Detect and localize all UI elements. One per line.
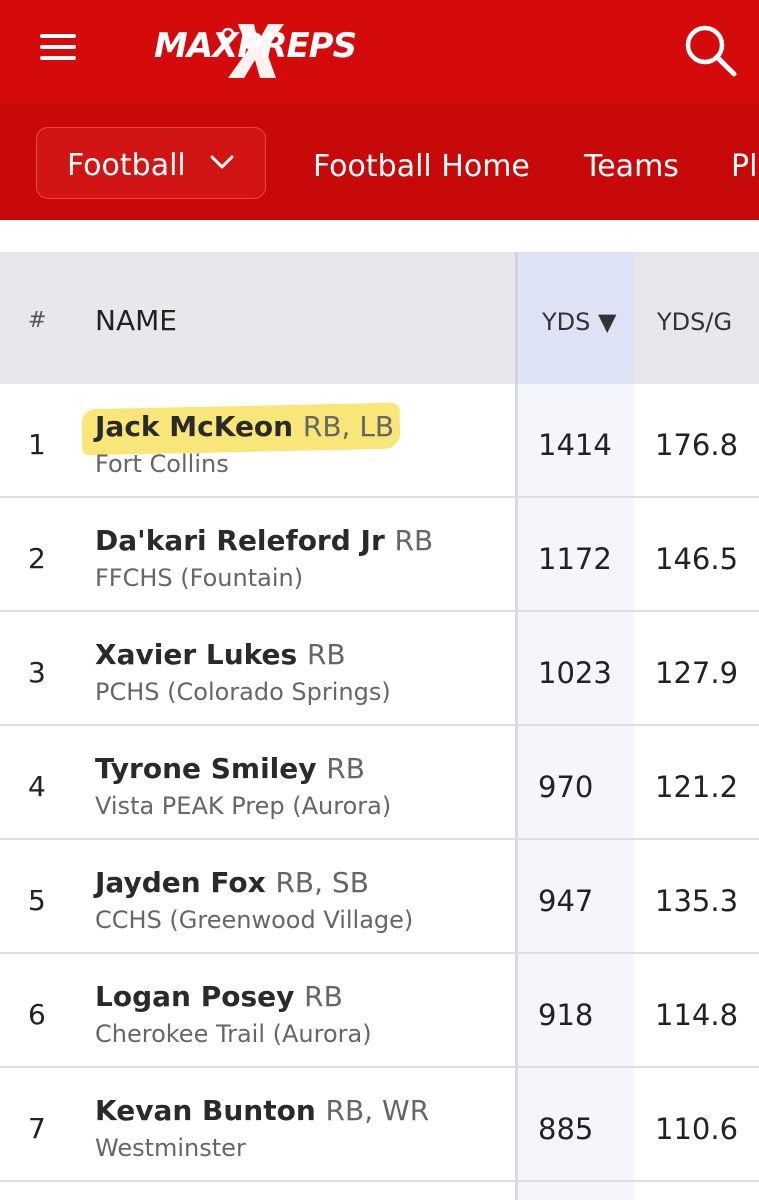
row-yds: 1414 xyxy=(538,428,612,462)
player-name-text: Kevan Bunton xyxy=(95,1094,316,1127)
row-rank: 6 xyxy=(28,998,46,1031)
player-position: RB, SB xyxy=(275,866,369,899)
table-row[interactable]: 3 Xavier Lukes RB PCHS (Colorado Springs… xyxy=(0,612,759,726)
player-name[interactable]: Jack McKeon RB, LB xyxy=(95,410,394,443)
column-header-yds-per-game[interactable]: YDS/G xyxy=(657,308,733,336)
table-row[interactable]: 4 Tyrone Smiley RB Vista PEAK Prep (Auro… xyxy=(0,726,759,840)
player-name[interactable]: Kevan Bunton RB, WR xyxy=(95,1094,429,1127)
player-school: PCHS (Colorado Springs) xyxy=(95,678,391,706)
player-school: Vista PEAK Prep (Aurora) xyxy=(95,792,392,820)
row-yds-per-game: 135.3 xyxy=(655,884,739,918)
player-name[interactable]: Tyrone Smiley RB xyxy=(95,752,365,785)
row-yds: 1023 xyxy=(538,656,612,690)
player-name-text: Tyrone Smiley xyxy=(95,752,317,785)
nav-teams[interactable]: Teams xyxy=(584,149,679,184)
nav-football-home[interactable]: Football Home xyxy=(313,149,530,184)
row-yds: 885 xyxy=(538,1112,594,1146)
row-yds: 947 xyxy=(538,884,594,918)
player-name[interactable]: Logan Posey RB xyxy=(95,980,343,1013)
logo-text: MAXPREPS xyxy=(154,26,357,66)
table-row[interactable]: 5 Jayden Fox RB, SB CCHS (Greenwood Vill… xyxy=(0,840,759,954)
nav-players-truncated[interactable]: Pl xyxy=(731,149,758,184)
search-icon[interactable] xyxy=(682,22,738,78)
row-yds: 970 xyxy=(538,770,594,804)
row-rank: 1 xyxy=(28,428,46,461)
table-row[interactable]: 1 Jack McKeon RB, LB Fort Collins 1414 1… xyxy=(0,384,759,498)
row-rank: 7 xyxy=(28,1112,46,1145)
player-position: RB xyxy=(304,980,343,1013)
sorted-column-header-background xyxy=(515,252,634,384)
hamburger-menu-icon[interactable] xyxy=(40,32,78,62)
player-school: CCHS (Greenwood Village) xyxy=(95,906,414,934)
column-header-rank: # xyxy=(28,308,47,333)
player-name[interactable]: Da'kari Releford Jr RB xyxy=(95,524,433,557)
row-yds-per-game: 127.9 xyxy=(655,656,739,690)
table-header: # NAME xyxy=(0,252,759,384)
row-yds-per-game: 121.2 xyxy=(655,770,739,804)
sport-subnav: Football Football Home Teams Pl xyxy=(0,105,759,220)
player-name-text: Jack McKeon xyxy=(95,410,294,443)
row-rank: 4 xyxy=(28,770,46,803)
sorted-column-background xyxy=(515,252,634,1200)
sport-dropdown[interactable]: Football xyxy=(36,127,266,199)
row-yds-per-game: 114.8 xyxy=(655,998,739,1032)
player-school: FFCHS (Fountain) xyxy=(95,564,304,592)
player-name-text: Da'kari Releford Jr xyxy=(95,524,385,557)
player-name[interactable]: Xavier Lukes RB xyxy=(95,638,346,671)
player-position: RB xyxy=(394,524,434,557)
row-yds-per-game: 110.6 xyxy=(655,1112,739,1146)
top-header: MAXPREPS xyxy=(0,0,759,105)
column-header-name: NAME xyxy=(95,304,177,337)
row-rank: 2 xyxy=(28,542,46,575)
row-rank: 3 xyxy=(28,656,46,689)
player-name-text: Logan Posey xyxy=(95,980,295,1013)
table-row[interactable]: 2 Da'kari Releford Jr RB FFCHS (Fountain… xyxy=(0,498,759,612)
maxpreps-logo[interactable]: MAXPREPS xyxy=(154,20,360,80)
player-school: Cherokee Trail (Aurora) xyxy=(95,1020,372,1048)
player-name-text: Xavier Lukes xyxy=(95,638,298,671)
table-row[interactable]: 7 Kevan Bunton RB, WR Westminster 885 11… xyxy=(0,1068,759,1182)
player-position: RB, LB xyxy=(302,410,395,443)
player-name[interactable]: Jayden Fox RB, SB xyxy=(95,866,369,899)
chevron-down-icon xyxy=(210,155,234,169)
player-school: Westminster xyxy=(95,1134,246,1162)
row-rank: 5 xyxy=(28,884,46,917)
sport-dropdown-label: Football xyxy=(67,148,186,183)
row-yds: 918 xyxy=(538,998,594,1032)
player-position: RB, WR xyxy=(325,1094,430,1127)
table-row[interactable]: 6 Logan Posey RB Cherokee Trail (Aurora)… xyxy=(0,954,759,1068)
player-position: RB xyxy=(326,752,365,785)
row-yds: 1172 xyxy=(538,542,612,576)
player-position: RB xyxy=(306,638,346,671)
column-header-yds[interactable]: YDS ▼ xyxy=(542,308,617,336)
row-yds-per-game: 146.5 xyxy=(655,542,739,576)
player-school: Fort Collins xyxy=(95,450,229,478)
row-yds-per-game: 176.8 xyxy=(655,428,739,462)
player-name-text: Jayden Fox xyxy=(95,866,266,899)
